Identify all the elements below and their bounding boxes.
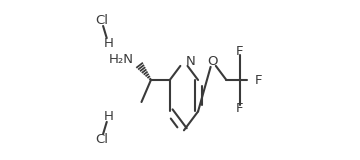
Text: Cl: Cl (95, 133, 108, 146)
Text: F: F (236, 45, 243, 58)
Text: Cl: Cl (95, 14, 108, 27)
Text: F: F (255, 73, 262, 87)
Text: N: N (186, 55, 195, 68)
Text: F: F (236, 102, 243, 115)
Text: H: H (104, 37, 113, 50)
Text: H: H (104, 110, 113, 123)
Text: H₂N: H₂N (108, 53, 133, 66)
Text: O: O (207, 55, 217, 68)
